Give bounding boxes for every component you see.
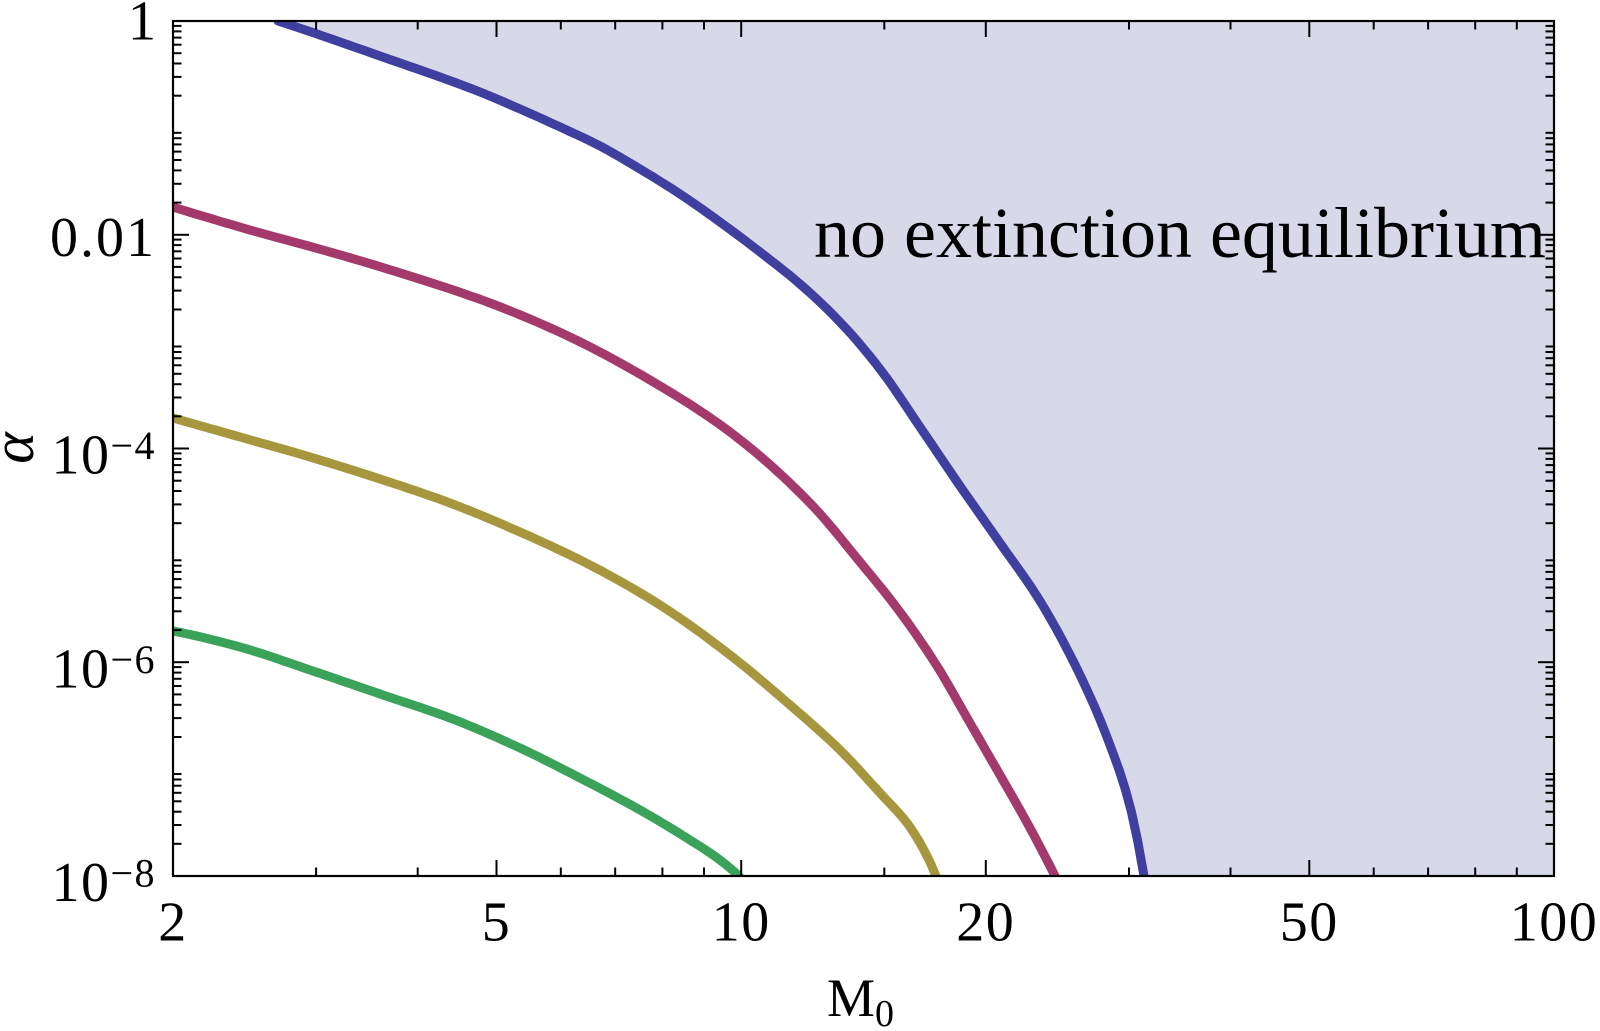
svg-text:50: 50 [1280,892,1339,954]
svg-text:5: 5 [482,892,512,954]
svg-text:20: 20 [956,892,1015,954]
svg-text:10: 10 [712,892,771,954]
svg-text:10−6: 10−6 [51,637,156,700]
svg-text:M0: M0 [827,968,894,1031]
svg-text:2: 2 [158,892,188,954]
svg-text:100: 100 [1510,892,1599,954]
svg-text:α: α [0,431,46,464]
svg-text:0.01: 0.01 [50,207,156,269]
svg-text:1: 1 [128,0,156,53]
svg-text:no extinction equilibrium: no extinction equilibrium [814,193,1546,273]
